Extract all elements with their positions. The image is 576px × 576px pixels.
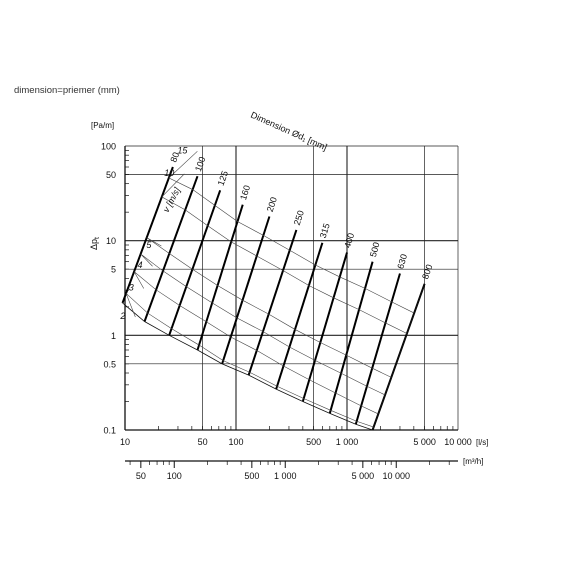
- diameter-label: 400: [342, 232, 356, 249]
- x2-tick-label: 10 000: [382, 471, 410, 481]
- x2-tick-label: 100: [167, 471, 182, 481]
- y-tick-label: 100: [101, 142, 116, 152]
- diameter-label: 800: [420, 263, 434, 281]
- diameter-label: 500: [368, 241, 382, 258]
- diameter-line: [121, 166, 174, 304]
- axis-ticks: 100 50 10 5 1 0.5 0.1 10 50 100 500 1 000 5 000 10 00…: [89, 121, 488, 481]
- right-boundary: [372, 283, 425, 431]
- diameter-line: [301, 252, 348, 402]
- velocity-line: [168, 151, 415, 314]
- y-tick-label: 10: [106, 236, 116, 246]
- diameter-label: 200: [265, 196, 279, 213]
- y-tick-label: 0.5: [103, 359, 116, 369]
- velocity-label: 5: [146, 240, 152, 250]
- x-tick-label: 10: [120, 437, 130, 447]
- diameter-label: 125: [216, 170, 230, 187]
- y-axis-unit: [Pa/m]: [91, 121, 114, 130]
- y-tick-label: 1: [111, 331, 116, 341]
- diameter-line: [354, 273, 401, 425]
- velocity-line: [146, 237, 392, 378]
- velocity-lines: [125, 151, 415, 428]
- diameter-label: 80: [168, 151, 181, 164]
- velocity-label: 2: [119, 311, 125, 321]
- x2-tick-label: 5 000: [352, 471, 375, 481]
- x-tick-label: 50: [198, 437, 208, 447]
- diameter-line: [221, 216, 271, 365]
- x2-axis-unit: [m³/h]: [463, 457, 483, 466]
- diameter-label: 315: [318, 222, 332, 239]
- velocity-line: [140, 253, 386, 396]
- diameter-line: [247, 229, 298, 376]
- x-tick-label: 1 000: [336, 437, 359, 447]
- velocity-label: 10: [164, 168, 174, 178]
- velocity-label: 4: [138, 260, 143, 270]
- caption: dimension=priemer (mm): [14, 85, 120, 96]
- x2-tick-label: 1 000: [274, 471, 297, 481]
- x-tick-label: 100: [228, 437, 243, 447]
- diameter-line: [143, 175, 199, 322]
- diameter-label: 630: [395, 253, 409, 270]
- velocity-line: [161, 173, 408, 334]
- x2-tick-label: 500: [244, 471, 259, 481]
- y-tick-label: 0.1: [103, 426, 116, 436]
- diameter-line: [168, 190, 222, 336]
- diameter-line: [196, 204, 244, 351]
- x-tick-label: 10 000: [444, 437, 472, 447]
- x2-tick-label: 50: [136, 471, 146, 481]
- velocity-line: [125, 293, 374, 428]
- diameter-line: [275, 242, 324, 390]
- velocity-line: [133, 271, 379, 415]
- velocity-label: 15: [177, 145, 188, 155]
- diameter-lines: [121, 166, 426, 431]
- lower-boundary: [122, 302, 373, 431]
- plot-frame: [124, 146, 458, 431]
- diameter-label: 160: [238, 184, 252, 201]
- y-tick-label: 5: [111, 265, 116, 275]
- x-axis-unit: [l/s]: [476, 438, 488, 447]
- diameter-line: [328, 261, 374, 414]
- y-tick-label: 50: [106, 170, 116, 180]
- velocity-label: 3: [129, 283, 134, 293]
- diameter-label: 100: [193, 155, 208, 173]
- x-tick-label: 5 000: [413, 437, 436, 447]
- y-axis-label: Δpt: [89, 237, 101, 250]
- diameter-label: 250: [292, 209, 306, 226]
- x-tick-label: 500: [306, 437, 321, 447]
